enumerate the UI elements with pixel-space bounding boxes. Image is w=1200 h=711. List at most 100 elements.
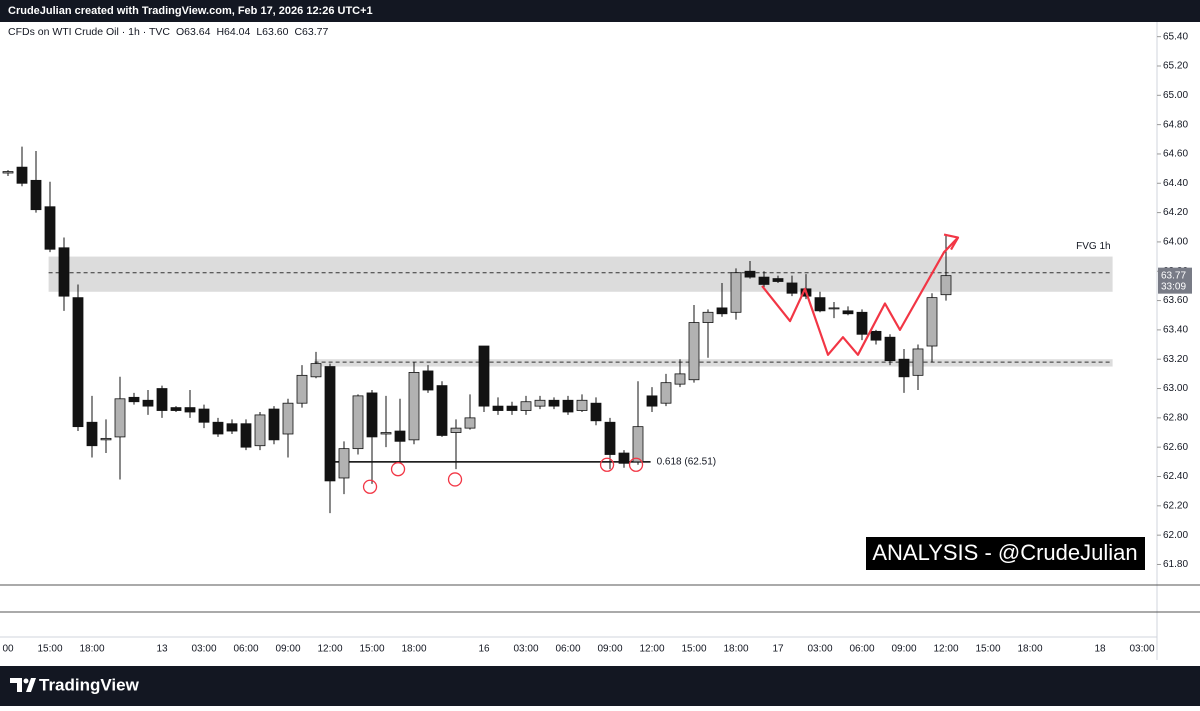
candle-body — [772, 278, 784, 282]
candle-body — [688, 322, 700, 381]
x-tick-label: 09:00 — [597, 644, 622, 655]
candle-body — [128, 396, 140, 403]
y-tick-label: 64.80 — [1163, 119, 1188, 130]
candle-body — [730, 272, 742, 313]
candle-body — [310, 363, 322, 378]
y-tick-label: 63.00 — [1163, 383, 1188, 394]
x-tick-label: 06:00 — [849, 644, 874, 655]
candle-body — [268, 408, 280, 441]
y-tick-label: 63.20 — [1163, 354, 1188, 365]
x-tick-label: 06:00 — [233, 644, 258, 655]
x-tick-label: 18:00 — [723, 644, 748, 655]
annotation-box — [866, 537, 1145, 570]
last-price-label: 63.77 — [1161, 270, 1186, 281]
x-tick-label: 15:00 — [681, 644, 706, 655]
x-tick-label: 15:00 — [37, 644, 62, 655]
candle-body — [506, 405, 518, 411]
x-tick-label: 17 — [772, 644, 784, 655]
y-tick-label: 64.00 — [1163, 237, 1188, 248]
projection-arrowhead — [943, 233, 960, 251]
candle-body — [562, 399, 574, 413]
candle-body — [898, 358, 910, 378]
candle-body — [534, 399, 546, 407]
y-tick-label: 64.60 — [1163, 149, 1188, 160]
candle-body — [646, 395, 658, 407]
candle-body — [212, 421, 224, 435]
candle-body — [422, 370, 434, 391]
footer-bar — [0, 666, 1200, 706]
y-tick-label: 64.40 — [1163, 178, 1188, 189]
x-tick-label: 03:00 — [807, 644, 832, 655]
y-tick-label: 61.80 — [1163, 559, 1188, 570]
candle-body — [618, 452, 630, 464]
candle-body — [58, 247, 70, 297]
y-tick-label: 62.20 — [1163, 500, 1188, 511]
annotation: ANALYSIS - @CrudeJulian — [872, 540, 1137, 565]
candle-body — [492, 405, 504, 411]
candle-body — [324, 366, 336, 482]
candle-body — [156, 388, 168, 411]
y-tick-label: 65.40 — [1163, 31, 1188, 42]
candle-body — [674, 373, 686, 385]
candle-body — [786, 282, 798, 294]
x-tick-label: 18:00 — [79, 644, 104, 655]
candle-body — [30, 179, 42, 211]
candle-body — [16, 166, 28, 184]
x-tick-label: 09:00 — [891, 644, 916, 655]
candle-body — [702, 311, 714, 323]
brand: TradingView — [39, 675, 140, 694]
candle-body — [450, 427, 462, 433]
ohlc-value: C63.77 — [294, 26, 328, 38]
candle-body — [576, 399, 588, 411]
y-tick-label: 62.60 — [1163, 442, 1188, 453]
y-tick-label: 62.40 — [1163, 471, 1188, 482]
candle-body — [184, 407, 196, 413]
candle-body — [814, 297, 826, 312]
countdown-label: 33:09 — [1161, 281, 1186, 292]
x-tick-label: 18 — [1094, 644, 1106, 655]
credit: CrudeJulian created with TradingView.com… — [8, 5, 373, 17]
last-price-badge — [1158, 267, 1192, 294]
zone — [48, 256, 1113, 292]
candle-body — [464, 417, 476, 429]
marker-circle — [362, 479, 378, 494]
x-tick-label: 16 — [478, 644, 490, 655]
x-tick-label: 18:00 — [1017, 644, 1042, 655]
candle-body — [240, 423, 252, 448]
legend: CFDs on WTI Crude Oil · 1h · TVC — [8, 26, 170, 38]
y-tick-label: 65.00 — [1163, 90, 1188, 101]
logo — [10, 678, 36, 692]
marker-circle — [628, 457, 644, 472]
candle-body — [828, 307, 840, 310]
candle-body — [884, 336, 896, 362]
x-tick-label: 18:00 — [401, 644, 426, 655]
candle-body — [366, 392, 378, 438]
candle-body — [296, 374, 308, 404]
x-tick-label: 03:00 — [1129, 644, 1154, 655]
candle-body — [408, 372, 420, 441]
candle-body — [100, 437, 112, 441]
candle-body — [632, 426, 644, 463]
x-tick-label: 15:00 — [359, 644, 384, 655]
candle-body — [548, 399, 560, 407]
candle-body — [940, 275, 952, 296]
x-tick-label: 09:00 — [275, 644, 300, 655]
x-tick-label: 03:00 — [191, 644, 216, 655]
x-tick-label: 06:00 — [555, 644, 580, 655]
candle-body — [758, 276, 770, 285]
x-tick-label: 00 — [2, 644, 14, 655]
candle-body — [478, 345, 490, 407]
y-tick-label: 65.20 — [1163, 61, 1188, 72]
marker-circle — [599, 457, 615, 472]
x-tick-label: 12:00 — [639, 644, 664, 655]
candle-body — [282, 402, 294, 435]
candle-body — [114, 398, 126, 438]
candle-body — [926, 297, 938, 347]
candle-body — [870, 330, 882, 341]
y-tick-label: 63.40 — [1163, 325, 1188, 336]
marker-circle — [447, 472, 463, 487]
candle-body — [590, 402, 602, 422]
candle-body — [198, 408, 210, 423]
candle-body — [254, 414, 266, 447]
